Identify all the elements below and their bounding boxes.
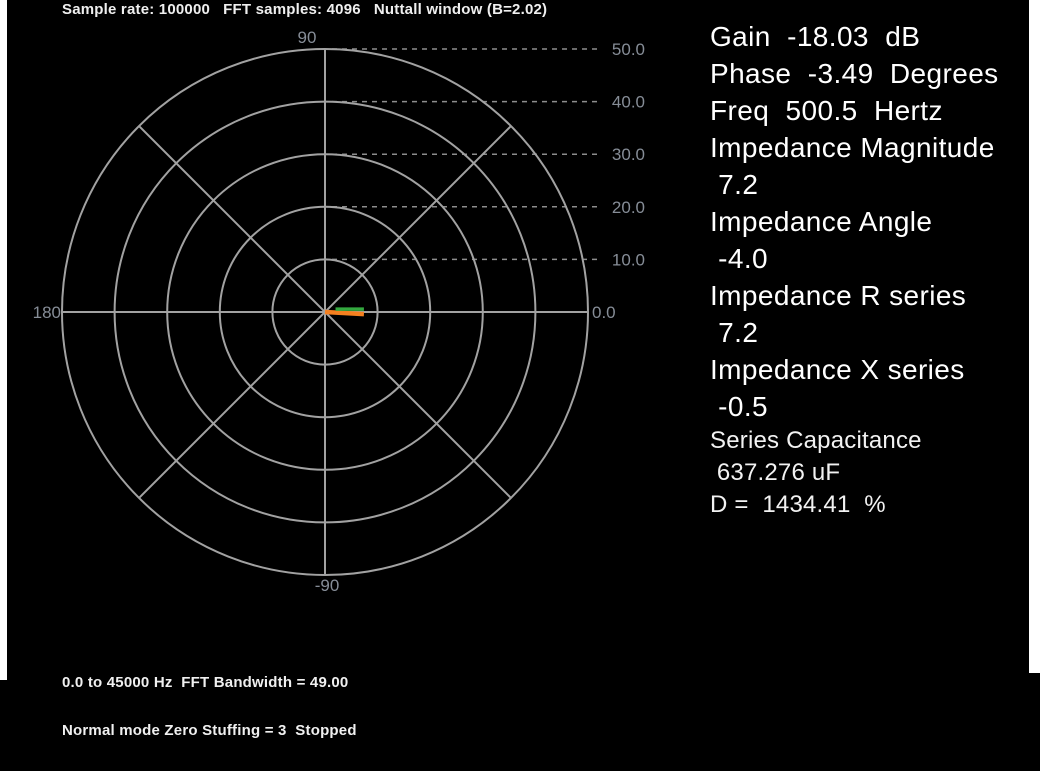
dissipation-readout: D = 1434.41 % [710,491,886,518]
screenshot-edge-left [0,0,7,680]
polar-chart: 0.0 10.0 20.0 30.0 40.0 50.0 90 180 -90 [33,28,645,595]
status-bandwidth: 0.0 to 45000 Hz FFT Bandwidth = 49.00 [62,674,349,691]
status-mode: Normal mode Zero Stuffing = 3 Stopped [62,722,357,739]
screenshot-edge-right [1029,0,1040,673]
chart-header: Sample rate: 100000 FFT samples: 4096 Nu… [62,1,548,18]
polar-chart-svg: 0.0 10.0 20.0 30.0 40.0 50.0 90 180 -90 [33,28,645,595]
phase-readout: Phase -3.49 Degrees [710,58,999,89]
impedance-r-series-value: 7.2 [710,317,759,348]
impedance-vector [324,309,365,317]
impedance-angle-label: Impedance Angle [710,206,933,237]
angle-label: 90 [298,28,317,47]
angle-label: -90 [315,576,340,595]
analyzer-screen: Sample rate: 100000 FFT samples: 4096 Nu… [0,0,1040,739]
radial-tick-label: 40.0 [612,93,645,112]
radial-tick-label: 50.0 [612,40,645,59]
angle-label: 180 [33,303,61,322]
radial-tick-label: 10.0 [612,250,645,269]
gain-readout: Gain -18.03 dB [710,21,921,52]
measurement-readout: Gain -18.03 dB Phase -3.49 Degrees Freq … [710,18,999,521]
series-capacitance-label: Series Capacitance [710,427,922,454]
freq-readout: Freq 500.5 Hertz [710,95,943,126]
impedance-magnitude-value: 7.2 [710,169,759,200]
impedance-x-series-value: -0.5 [710,391,769,422]
impedance-r-series-label: Impedance R series [710,280,967,311]
series-capacitance-value: 637.276 uF [710,459,841,486]
impedance-x-series-label: Impedance X series [710,354,965,385]
impedance-magnitude-label: Impedance Magnitude [710,132,995,163]
status-bar: 0.0 to 45000 Hz FFT Bandwidth = 49.00 No… [62,643,357,771]
radial-tick-label: 0.0 [592,303,616,322]
radial-tick-label: 20.0 [612,198,645,217]
radial-tick-label: 30.0 [612,145,645,164]
impedance-angle-value: -4.0 [710,243,769,274]
